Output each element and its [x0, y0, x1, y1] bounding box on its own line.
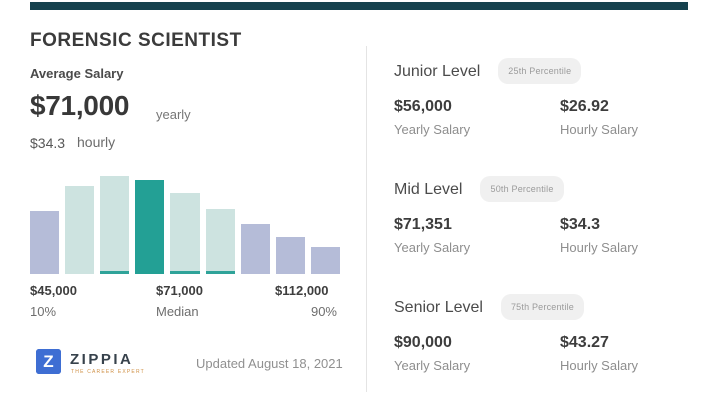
- yearly-salary-label: Yearly Salary: [394, 358, 471, 373]
- chart-tick-median: $71,000 Median: [156, 283, 203, 319]
- level-heading: Senior Level 75th Percentile: [394, 294, 694, 320]
- tick-p90-sublabel: 90%: [310, 304, 337, 319]
- yearly-salary-label: Yearly Salary: [394, 122, 471, 137]
- chart-bar: [310, 247, 340, 274]
- percentile-badge: 75th Percentile: [500, 294, 584, 320]
- yearly-salary-value: $71,351: [394, 216, 452, 233]
- tick-p10-sublabel: 10%: [30, 304, 57, 319]
- hourly-salary-label: Hourly Salary: [560, 122, 639, 137]
- level-name: Junior Level: [394, 63, 481, 80]
- tick-median-sublabel: Median: [156, 304, 199, 319]
- percentile-badge: 50th Percentile: [480, 176, 564, 202]
- average-hourly-salary-value: $34.3: [30, 135, 66, 151]
- page-title: FORENSIC SCIENTIST: [30, 30, 242, 51]
- hourly-salary-value: $43.27: [560, 334, 609, 351]
- level-name: Senior Level: [394, 299, 483, 316]
- average-yearly-salary-value: $71,000: [30, 90, 130, 121]
- level-heading: Mid Level 50th Percentile: [394, 176, 694, 202]
- level-row-senior: Senior Level 75th Percentile $90,000 Year…: [394, 294, 694, 373]
- zippia-logo-letter: Z: [43, 351, 54, 371]
- hourly-salary-label: Hourly Salary: [560, 240, 639, 255]
- level-heading: Junior Level 25th Percentile: [394, 58, 694, 84]
- brand-wordmark: ZIPPIA: [70, 351, 134, 368]
- chart-bar: [170, 193, 200, 274]
- chart-bar: [135, 180, 165, 274]
- yearly-salary-label: Yearly Salary: [394, 240, 471, 255]
- chart-bar: [275, 237, 305, 274]
- hourly-unit-label: hourly: [77, 134, 116, 150]
- chart-tick-p90: $112,000 90%: [275, 283, 337, 319]
- top-accent-bar: [30, 2, 688, 10]
- chart-bar: [205, 209, 235, 274]
- updated-date: Updated August 18, 2021: [196, 356, 343, 371]
- hourly-salary-value: $26.92: [560, 98, 609, 115]
- tick-p10-value: $45,000: [30, 283, 77, 298]
- chart-bar: [30, 211, 60, 274]
- average-salary-label: Average Salary: [30, 66, 124, 81]
- salary-distribution-chart: [30, 170, 340, 274]
- hourly-salary-label: Hourly Salary: [560, 358, 639, 373]
- zippia-logo-icon: Z: [36, 349, 61, 374]
- tick-median-value: $71,000: [156, 283, 203, 298]
- chart-bar: [100, 176, 130, 274]
- brand-tagline: THE CAREER EXPERT: [71, 369, 145, 375]
- percentile-badge: 25th Percentile: [498, 58, 582, 84]
- vertical-divider: [366, 46, 367, 392]
- level-row-junior: Junior Level 25th Percentile $56,000 Year…: [394, 58, 694, 137]
- level-name: Mid Level: [394, 181, 463, 198]
- yearly-salary-value: $90,000: [394, 334, 452, 351]
- hourly-salary-value: $34.3: [560, 216, 601, 233]
- yearly-salary-value: $56,000: [394, 98, 452, 115]
- chart-bar: [240, 224, 270, 274]
- tick-p90-value: $112,000: [275, 283, 329, 298]
- chart-tick-p10: $45,000 10%: [30, 283, 77, 319]
- yearly-unit-label: yearly: [156, 107, 191, 122]
- level-row-mid: Mid Level 50th Percentile $71,351 Yearly …: [394, 176, 694, 255]
- chart-bar: [65, 186, 95, 274]
